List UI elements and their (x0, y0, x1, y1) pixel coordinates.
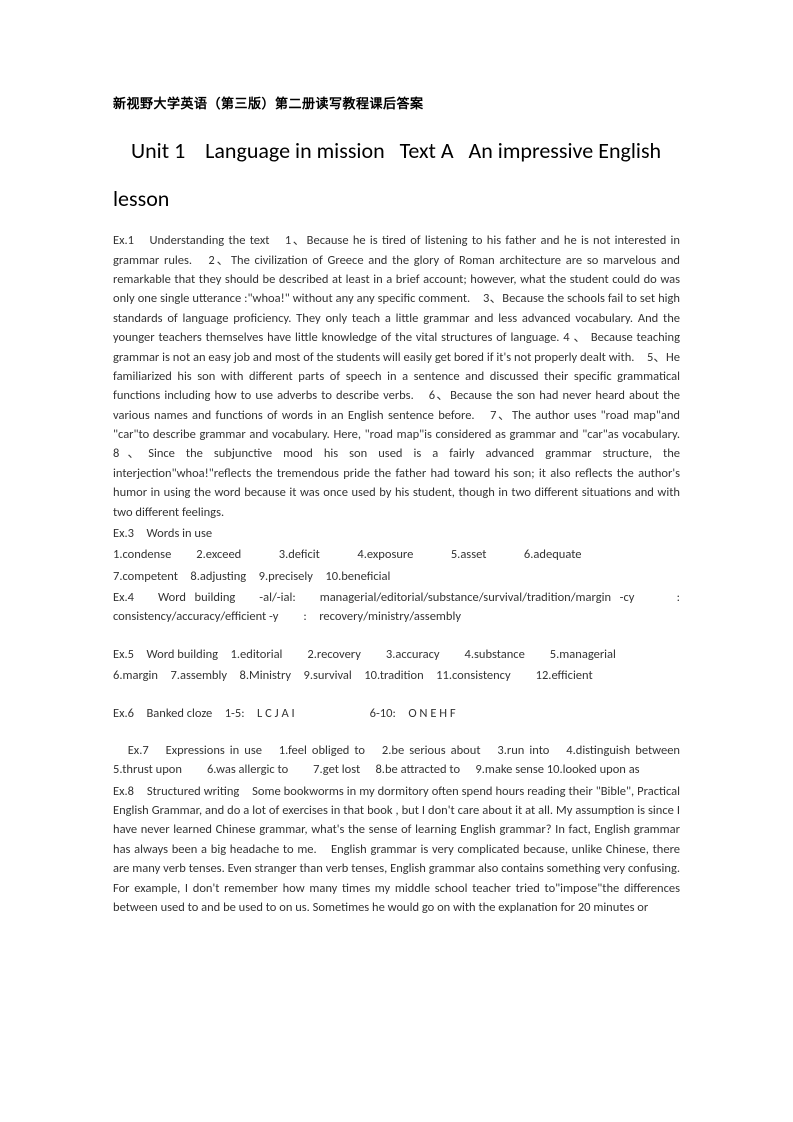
unit-number: Unit 1 (131, 137, 185, 164)
ex7-expressions: Ex.7 Expressions in use 1.feel obliged t… (113, 741, 680, 780)
ex5-line1: Ex.5 Word building 1.editorial 2.recover… (113, 645, 680, 664)
ex3-label: Ex.3 Words in use (113, 524, 680, 543)
unit-topic: Language in mission (205, 137, 385, 164)
text-label: Text A (400, 137, 454, 164)
ex5-line2: 6.margin 7.assembly 8.Ministry 9.surviva… (113, 666, 680, 685)
ex4-word-building: Ex.4 Word building -al/-ial: managerial/… (113, 588, 680, 627)
ex8-structured-writing: Ex.8 Structured writing Some bookworms i… (113, 782, 680, 918)
ex1-understanding-text: Ex.1 Understanding the text 1、Because he… (113, 231, 680, 522)
unit-title: Unit 1 Language in mission Text A An imp… (113, 127, 680, 224)
ex3-answers-line1: 1.condense 2.exceed 3.deficit 4.exposure… (113, 545, 680, 564)
ex3-answers-line2: 7.competent 8.adjusting 9.precisely 10.b… (113, 567, 680, 586)
lesson-name: An impressive English lesson (113, 137, 661, 212)
document-header: 新视野大学英语（第三版）第二册读写教程课后答案 (113, 95, 680, 115)
ex6-banked-cloze: Ex.6 Banked cloze 1-5: L C J A I 6-10: O… (113, 704, 680, 723)
